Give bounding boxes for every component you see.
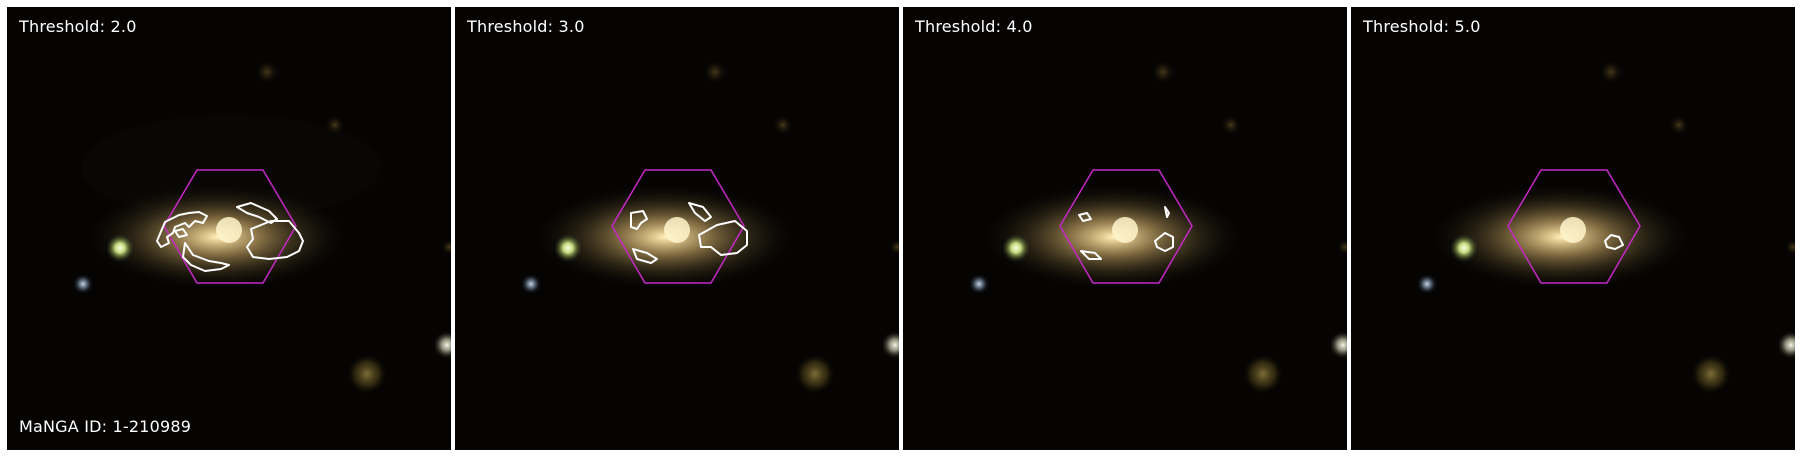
- panel-threshold-5: Threshold: 5.0: [1351, 7, 1795, 450]
- galaxy-image: [7, 7, 451, 450]
- contour-lines: [1078, 206, 1174, 260]
- panel-threshold-2: Threshold: 2.0 MaNGA ID: 1-210989: [7, 7, 451, 450]
- manga-id-label: MaNGA ID: 1-210989: [19, 417, 192, 436]
- contour-lines: [630, 202, 748, 264]
- ifu-hexagon: [1059, 169, 1193, 284]
- galaxy-image: [455, 7, 899, 450]
- contour-lines: [156, 202, 304, 272]
- panel-threshold-4: Threshold: 4.0: [903, 7, 1347, 450]
- ifu-hexagon: [611, 169, 745, 284]
- panel-threshold-3: Threshold: 3.0: [455, 7, 899, 450]
- threshold-label: Threshold: 5.0: [1363, 17, 1481, 36]
- threshold-label: Threshold: 4.0: [915, 17, 1033, 36]
- threshold-label: Threshold: 2.0: [19, 17, 137, 36]
- contour-lines: [1604, 234, 1624, 250]
- galaxy-image: [903, 7, 1347, 450]
- ifu-hexagon: [1507, 169, 1641, 284]
- threshold-label: Threshold: 3.0: [467, 17, 585, 36]
- galaxy-image: [1351, 7, 1795, 450]
